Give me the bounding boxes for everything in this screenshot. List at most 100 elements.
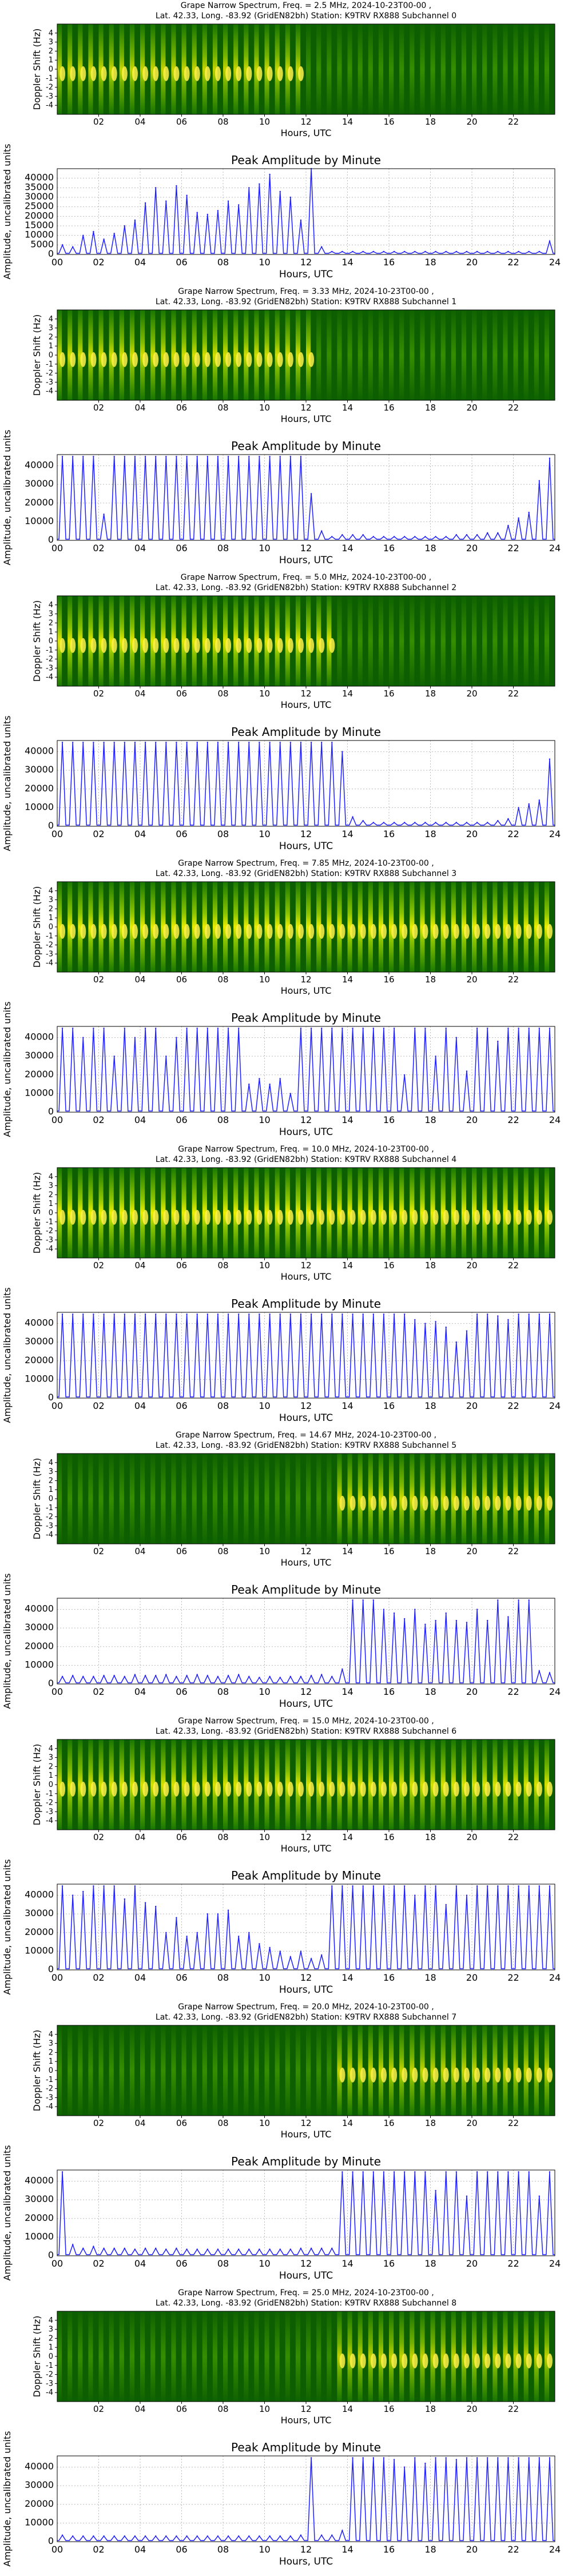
- y-tick-label: 10000: [25, 801, 54, 812]
- amplitude-point: [435, 2457, 436, 2459]
- spectrogram-column: [98, 882, 104, 972]
- spectrogram-column: [202, 2025, 207, 2116]
- y-tick-label: -4: [46, 387, 53, 396]
- spectrogram-column: [109, 2311, 114, 2402]
- x-tick-label: 10: [259, 2258, 270, 2269]
- spectrogram-column: [503, 1454, 508, 1544]
- y-tick-label: 20000: [25, 1069, 54, 1080]
- spectrogram-column: [451, 882, 456, 972]
- amplitude-point: [206, 1028, 208, 1029]
- carrier-mark: [412, 2353, 418, 2368]
- x-tick-label: 08: [217, 543, 229, 554]
- spectrogram-column: [327, 596, 332, 686]
- amplitude-point: [321, 742, 323, 743]
- amplitude-point: [424, 822, 426, 823]
- amplitude-series-line: [57, 742, 555, 826]
- amplitude-point: [248, 456, 250, 457]
- x-tick-label: 24: [549, 1114, 561, 1125]
- x-tick-label: 12: [300, 2544, 312, 2555]
- y-tick-label: 40000: [25, 1317, 54, 1328]
- spectrogram-column: [337, 882, 342, 972]
- x-tick-label: 12: [300, 403, 311, 413]
- y-tick-label: -2: [46, 2371, 53, 2379]
- spectrogram-column: [347, 882, 352, 972]
- spectrogram-column: [202, 310, 207, 400]
- amplitude-point: [528, 1028, 530, 1029]
- amplitude-point: [476, 1028, 478, 1029]
- spectrogram-ylabel: Doppler Shift (Hz): [31, 2316, 42, 2398]
- y-tick-label: 4: [49, 315, 53, 324]
- amplitude-point: [248, 1675, 250, 1678]
- x-tick-label: 16: [383, 1686, 395, 1697]
- y-tick-label: -1: [46, 1504, 53, 1512]
- spectrogram-column: [492, 1454, 498, 1544]
- spectrogram-xlabel: Hours, UTC: [281, 2129, 332, 2140]
- y-tick-label: 1: [49, 56, 53, 65]
- x-tick-label: 14: [341, 2544, 353, 2555]
- spectrogram-column: [410, 310, 415, 400]
- spectrogram-xlabel: Hours, UTC: [281, 2415, 332, 2426]
- amplitude-series-line: [57, 2458, 555, 2541]
- spectrogram-column: [295, 2025, 301, 2116]
- spectrogram-column: [212, 310, 218, 400]
- spectrogram-ylabel: Doppler Shift (Hz): [31, 1744, 42, 1826]
- amplitude-point: [538, 1885, 540, 1887]
- spectrogram-column: [451, 24, 456, 114]
- spectrogram-column: [233, 1454, 239, 1544]
- carrier-mark: [101, 923, 107, 939]
- amplitude-point: [393, 1028, 395, 1029]
- y-tick-label: -1: [46, 74, 53, 83]
- x-tick-label: 04: [134, 1400, 146, 1411]
- spectrogram-column: [513, 882, 518, 972]
- amplitude-point: [217, 1028, 219, 1029]
- spectrogram-column: [57, 596, 62, 686]
- spectrogram-column: [337, 2025, 342, 2116]
- x-tick-label: 08: [217, 1260, 228, 1271]
- x-tick-label: 06: [176, 1686, 187, 1697]
- x-tick-label: 18: [424, 543, 436, 554]
- carrier-mark: [111, 352, 117, 367]
- x-tick-label: 12: [300, 1686, 312, 1697]
- spectrogram-column: [316, 1454, 321, 1544]
- spectrogram-column: [192, 2311, 197, 2402]
- amplitude-point: [103, 513, 105, 515]
- spectrogram-column: [161, 310, 166, 400]
- y-tick-label: 20000: [25, 1355, 54, 1365]
- x-tick-label: 22: [508, 117, 519, 127]
- spectrogram-column: [254, 1454, 259, 1544]
- carrier-mark: [380, 1781, 387, 1797]
- x-tick-label: 22: [508, 2118, 519, 2128]
- spectrogram-column: [98, 2311, 104, 2402]
- y-tick-label: -1: [46, 2076, 53, 2084]
- amplitude-point: [321, 1954, 323, 1956]
- carrier-mark: [101, 352, 107, 367]
- amplitude-point: [445, 2171, 447, 2173]
- carrier-mark: [277, 923, 283, 939]
- amplitude-point: [217, 2535, 219, 2537]
- amplitude-point: [155, 187, 157, 189]
- carrier-mark: [339, 1209, 345, 1225]
- spectrogram-column: [357, 2311, 363, 2402]
- carrier-mark: [526, 1781, 532, 1797]
- amplitude-point: [61, 742, 63, 743]
- x-tick-label: 16: [383, 1260, 394, 1271]
- x-tick-label: 18: [424, 829, 436, 839]
- y-tick-label: 30000: [25, 2193, 54, 2204]
- spectrogram-column: [399, 1454, 404, 1544]
- amplitude-point: [165, 742, 167, 743]
- carrier-mark: [474, 2353, 480, 2368]
- spectrogram-column: [129, 2025, 135, 2116]
- spectrogram-ylabel: Doppler Shift (Hz): [31, 2030, 42, 2112]
- carrier-mark: [277, 638, 283, 653]
- x-tick-label: 04: [134, 1972, 146, 1983]
- spectrogram-column: [472, 596, 477, 686]
- amplitude-point: [217, 210, 219, 212]
- x-tick-label: 14: [341, 829, 353, 839]
- amplitude-point: [103, 1313, 105, 1315]
- spectrogram-column: [492, 310, 498, 400]
- y-tick-label: -1: [46, 360, 53, 369]
- amplitude-title: Peak Amplitude by Minute: [231, 1297, 381, 1311]
- x-tick-label: 10: [259, 2404, 270, 2414]
- spectrogram-column: [306, 882, 311, 972]
- spectrogram-column: [244, 2311, 249, 2402]
